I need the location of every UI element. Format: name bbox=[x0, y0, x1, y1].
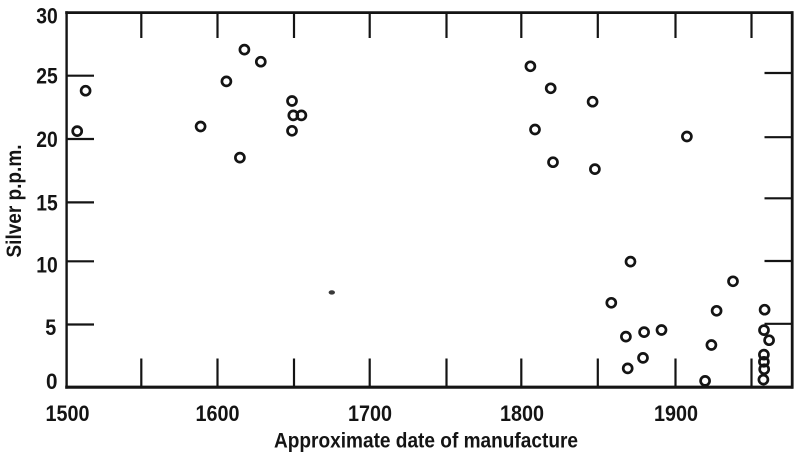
svg-text:25: 25 bbox=[36, 64, 58, 89]
svg-text:1800: 1800 bbox=[500, 401, 544, 426]
svg-text:5: 5 bbox=[45, 315, 56, 340]
svg-text:Approximate date of manufactur: Approximate date of manufacture bbox=[274, 429, 578, 452]
svg-text:1500: 1500 bbox=[46, 401, 90, 426]
svg-text:0: 0 bbox=[46, 369, 58, 394]
svg-text:30: 30 bbox=[36, 4, 58, 29]
svg-text:1900: 1900 bbox=[654, 401, 698, 426]
svg-text:1700: 1700 bbox=[348, 401, 392, 426]
svg-text:Silver p.p.m.: Silver p.p.m. bbox=[3, 145, 26, 258]
svg-text:20: 20 bbox=[36, 127, 58, 152]
svg-text:15: 15 bbox=[36, 191, 58, 216]
svg-text:1600: 1600 bbox=[196, 401, 240, 426]
svg-text:10: 10 bbox=[36, 253, 58, 278]
